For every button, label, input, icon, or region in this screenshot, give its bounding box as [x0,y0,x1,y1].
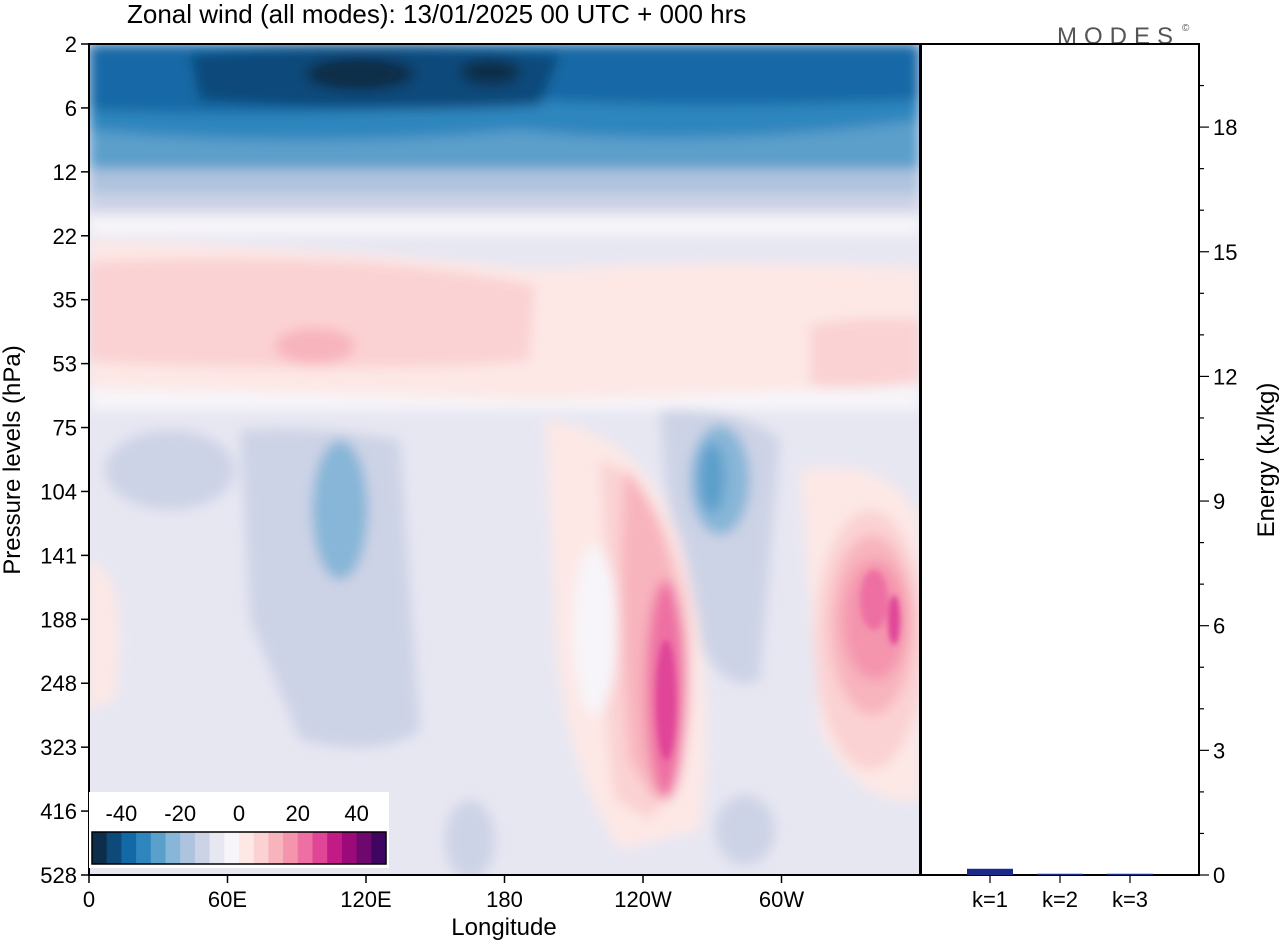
x-axis-label: Longitude [451,914,556,941]
y-tick-label: 188 [40,607,77,632]
colorbar-swatch [341,832,358,864]
x-tick-label: 120W [614,887,672,912]
colorbar-label: 20 [286,801,310,826]
energy-bar [1037,873,1083,875]
x-tick-label: 60E [208,887,247,912]
energy-category-label: k=2 [1042,887,1078,912]
field-cores [318,64,900,760]
y-tick-label: 75 [53,416,77,441]
energy-axis: 0 3 6 9 12 15 18 [1199,84,1237,888]
y-tick-label: 12 [53,160,77,185]
colorbar-label: 0 [233,801,245,826]
colorbar-swatch [194,832,211,864]
colorbar-label: -20 [164,801,196,826]
x-tick-label: 60W [759,887,804,912]
colorbar-swatch [150,832,166,864]
energy-tick-label: 3 [1213,738,1225,763]
colorbar-swatch [165,832,181,864]
colorbar-swatch [283,832,299,864]
y-tick-label: 323 [40,735,77,760]
colorbar-swatch [327,832,343,864]
energy-panel-frame [920,43,1200,876]
energy-tick-label: 0 [1213,863,1225,888]
energy-tick-label: 15 [1213,240,1237,265]
x-tick-label: 0 [83,887,95,912]
energy-bar [1107,873,1153,875]
colorbar-swatch [92,832,108,864]
energy-tick-label: 18 [1213,115,1237,140]
y-tick-label: 248 [40,671,77,696]
colorbar-label: 40 [344,801,368,826]
colorbar-swatch [268,832,284,864]
chart-title: Zonal wind (all modes): 13/01/2025 00 UT… [127,0,746,29]
colorbar: -40 -20 0 20 40 [89,792,389,868]
energy-tick-label: 6 [1213,614,1225,639]
colorbar-swatch [297,832,313,864]
y-axis: 2 6 12 22 35 53 75 104 141 188 248 323 416 528 [40,32,89,888]
colorbar-swatch [371,832,387,864]
colorbar-swatch [253,832,269,864]
energy-tick-label: 12 [1213,364,1237,389]
y-tick-label: 2 [65,32,77,57]
y-tick-label: 528 [40,863,77,888]
y-tick-label: 104 [40,479,77,504]
y-tick-label: 416 [40,799,77,824]
wind-field [89,44,920,875]
energy-category-label: k=1 [972,887,1008,912]
colorbar-swatch [224,832,240,864]
y-tick-label: 141 [40,543,77,568]
x-axis: 0 60E 120E 180 120W 60W [83,875,804,912]
y-tick-label: 35 [53,288,77,313]
colorbar-label: -40 [106,801,138,826]
colorbar-swatch [180,832,196,864]
energy-category-label: k=3 [1112,887,1148,912]
colorbar-swatch [136,832,152,864]
colorbar-swatch [312,832,328,864]
brand-mark: © [1182,23,1190,34]
colorbar-swatch [209,832,225,864]
x-tick-label: 120E [340,887,391,912]
x-tick-label: 180 [486,887,523,912]
y-tick-label: 22 [53,224,77,249]
energy-tick-label: 9 [1213,489,1225,514]
colorbar-swatch [121,832,137,864]
field-contours [89,44,920,875]
colorbar-swatch [239,832,255,864]
colorbar-frame [91,831,387,865]
y-axis-label: Pressure levels (hPa) [0,345,26,574]
y-tick-label: 6 [65,96,77,121]
energy-axis-label: Energy (kJ/kg) [1253,383,1280,538]
colorbar-swatch [106,832,122,864]
colorbar-swatch [356,832,372,864]
y-tick-label: 53 [53,352,77,377]
energy-bars: k=1 k=2 k=3 [967,868,1153,912]
energy-bar [967,868,1013,875]
